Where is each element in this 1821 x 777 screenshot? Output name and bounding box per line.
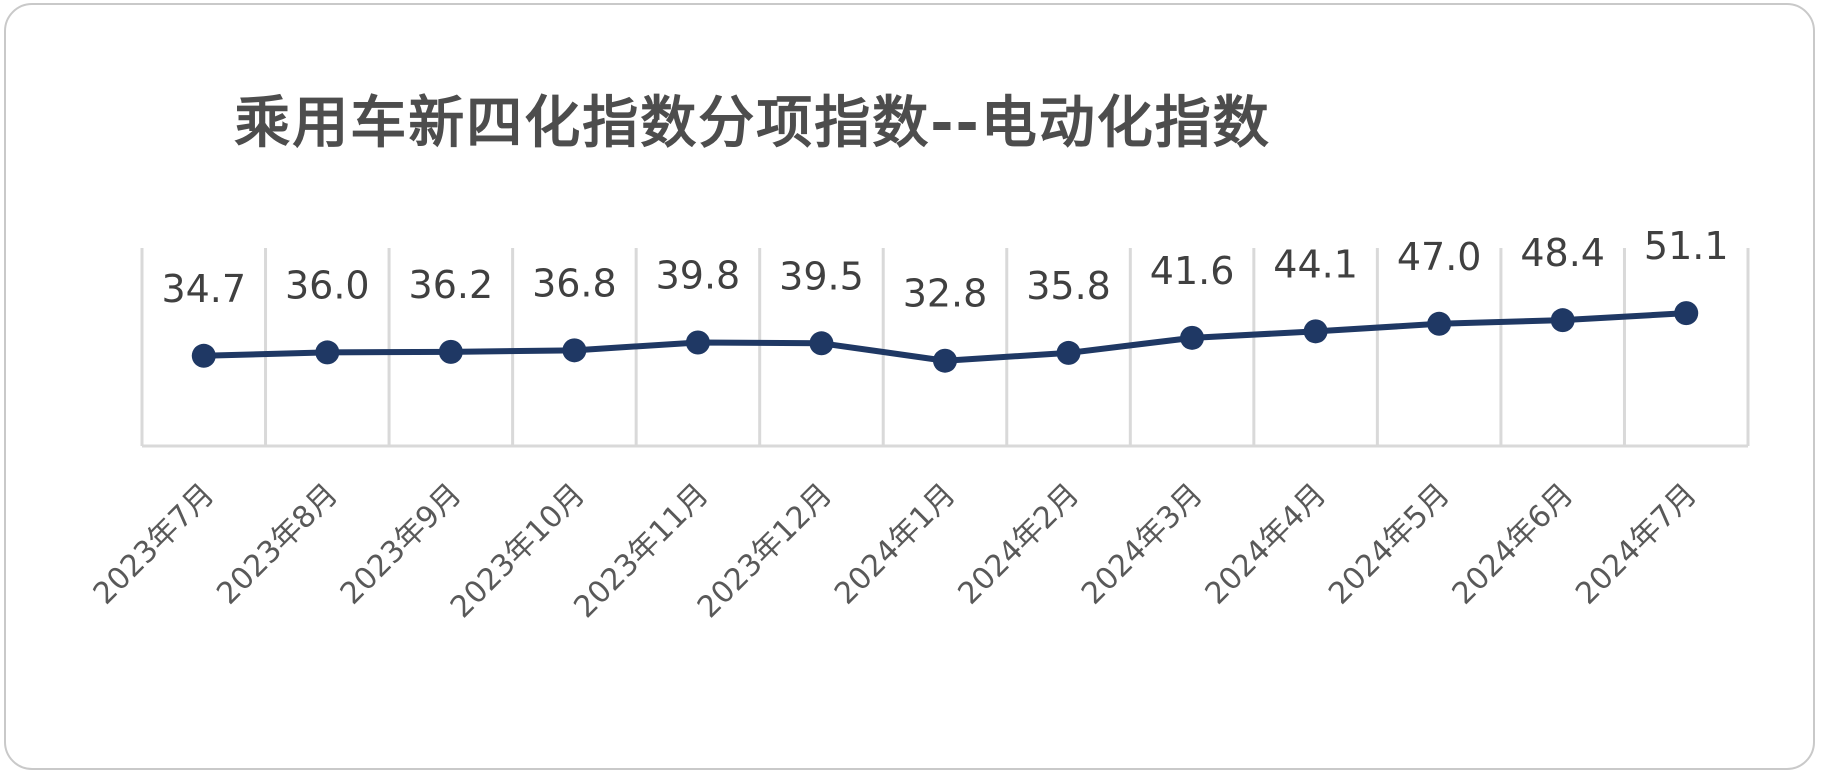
data-point xyxy=(562,338,587,363)
x-tick-label: 2024年2月 xyxy=(952,477,1087,612)
x-tick-label: 2023年8月 xyxy=(210,477,345,612)
data-point xyxy=(1674,301,1699,326)
x-tick-label: 2024年7月 xyxy=(1569,477,1704,612)
data-point xyxy=(1056,340,1081,365)
data-point xyxy=(191,343,216,368)
data-label: 39.8 xyxy=(656,254,741,298)
x-tick-label: 2024年6月 xyxy=(1446,477,1581,612)
x-tick-label: 2024年3月 xyxy=(1075,477,1210,612)
data-label: 36.0 xyxy=(285,263,370,307)
data-label: 34.7 xyxy=(161,267,246,311)
data-label: 41.6 xyxy=(1150,249,1235,293)
x-tick-label: 2024年4月 xyxy=(1199,477,1334,612)
data-label: 48.4 xyxy=(1520,231,1605,275)
data-point xyxy=(1180,325,1205,350)
x-tick-label: 2023年9月 xyxy=(334,477,469,612)
x-tick-label: 2023年7月 xyxy=(87,477,222,612)
data-point xyxy=(1550,308,1575,333)
data-point xyxy=(1303,319,1328,344)
chart-frame xyxy=(4,3,1815,770)
data-label: 51.1 xyxy=(1644,224,1729,268)
data-point xyxy=(809,331,834,356)
data-label: 32.8 xyxy=(903,272,988,316)
data-label: 35.8 xyxy=(1026,264,1111,308)
data-point xyxy=(685,330,710,355)
data-label: 36.2 xyxy=(409,263,494,307)
data-label: 47.0 xyxy=(1397,235,1482,279)
chart-title: 乘用车新四化指数分项指数--电动化指数 xyxy=(234,91,1271,156)
x-tick-label: 2024年1月 xyxy=(828,477,963,612)
data-label: 39.5 xyxy=(779,254,864,298)
x-tick-label: 2023年12月 xyxy=(691,477,839,625)
data-point xyxy=(315,340,340,365)
data-label: 44.1 xyxy=(1273,242,1358,286)
data-point xyxy=(438,339,463,364)
x-tick-label: 2024年5月 xyxy=(1322,477,1457,612)
data-point xyxy=(1427,311,1452,336)
data-point xyxy=(933,348,957,373)
data-label: 36.8 xyxy=(532,261,617,305)
